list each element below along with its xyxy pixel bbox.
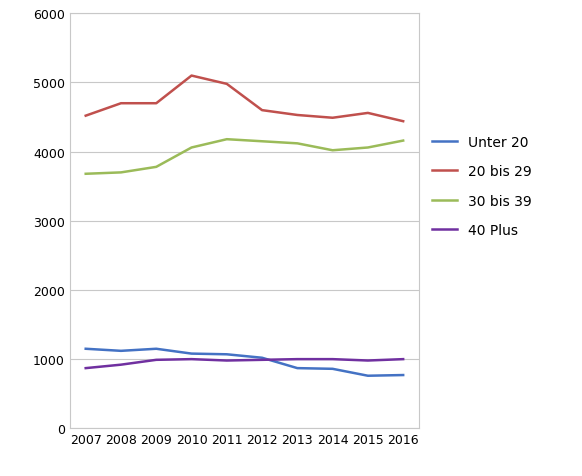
20 bis 29 [118,101,125,107]
Unter 20 [329,366,336,372]
Unter 20 [223,352,230,357]
Unter 20 [152,346,159,352]
30 bis 39 [118,170,125,176]
20 bis 29 [294,113,301,119]
40 Plus [258,357,265,363]
Unter 20 [118,348,125,354]
Line: Unter 20: Unter 20 [86,349,403,376]
40 Plus [364,358,371,364]
30 bis 39 [188,145,195,151]
30 bis 39 [364,145,371,151]
40 Plus [223,358,230,364]
40 Plus [329,357,336,362]
Line: 30 bis 39: 30 bis 39 [86,140,403,174]
Unter 20 [364,373,371,379]
30 bis 39 [223,137,230,143]
Line: 40 Plus: 40 Plus [86,359,403,368]
20 bis 29 [258,108,265,114]
20 bis 29 [152,101,159,107]
40 Plus [118,362,125,368]
Unter 20 [400,372,407,378]
40 Plus [294,357,301,362]
20 bis 29 [329,116,336,121]
Unter 20 [258,355,265,361]
30 bis 39 [294,141,301,147]
40 Plus [152,357,159,363]
20 bis 29 [400,119,407,125]
30 bis 39 [400,139,407,144]
30 bis 39 [329,148,336,154]
30 bis 39 [82,171,89,177]
30 bis 39 [258,139,265,145]
40 Plus [82,366,89,371]
30 bis 39 [152,165,159,170]
40 Plus [188,357,195,362]
20 bis 29 [188,74,195,79]
Legend: Unter 20, 20 bis 29, 30 bis 39, 40 Plus: Unter 20, 20 bis 29, 30 bis 39, 40 Plus [426,130,537,243]
40 Plus [400,357,407,362]
Line: 20 bis 29: 20 bis 29 [86,77,403,122]
Unter 20 [188,351,195,357]
20 bis 29 [364,111,371,117]
Unter 20 [294,366,301,371]
Unter 20 [82,346,89,352]
20 bis 29 [82,114,89,119]
20 bis 29 [223,82,230,88]
